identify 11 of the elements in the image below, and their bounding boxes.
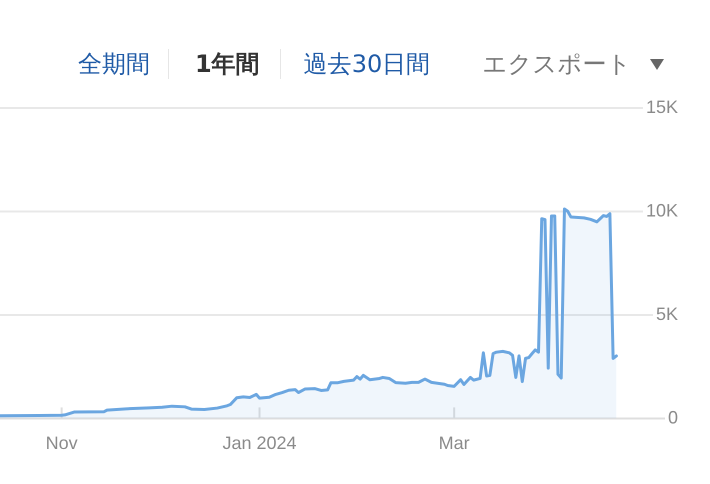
y-tick-label: 0 [668, 407, 678, 428]
x-tick-label: Jan 2024 [222, 433, 297, 454]
y-tick-label: 5K [656, 304, 678, 324]
x-tick-label: Nov [46, 433, 78, 454]
y-tick-label: 15K [646, 96, 678, 117]
y-tick-label: 10K [646, 200, 678, 220]
text: 過去30日間 [304, 49, 430, 80]
x-tick-label: Mar [438, 433, 470, 454]
text: 全期間 [78, 49, 150, 80]
text: エクスポート [482, 49, 632, 80]
text: 1年間 [195, 49, 260, 80]
